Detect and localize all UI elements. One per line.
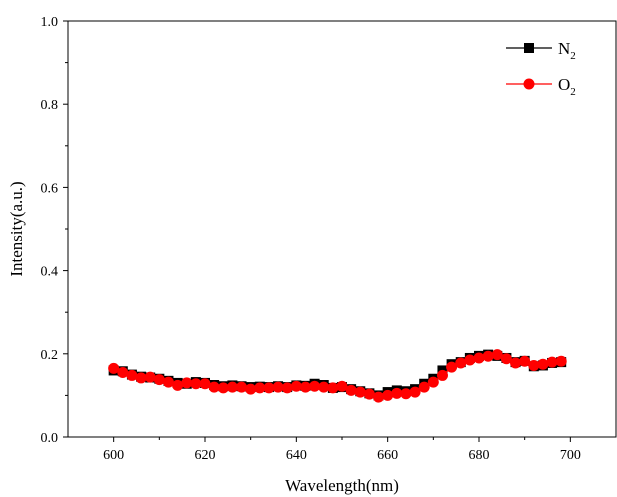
data-point	[144, 371, 156, 383]
data-point	[254, 382, 266, 394]
y-tick-label: 1.0	[41, 15, 59, 30]
data-point	[272, 381, 284, 393]
legend-item: N2	[506, 39, 576, 62]
y-tick-label: 0.6	[41, 181, 59, 196]
data-point	[318, 381, 330, 393]
data-point	[299, 381, 311, 393]
y-tick-label: 0.4	[41, 265, 59, 280]
series-o2	[108, 349, 567, 403]
data-point	[510, 357, 522, 369]
legend-marker	[523, 78, 535, 90]
data-point	[455, 357, 467, 369]
legend-marker	[524, 43, 534, 53]
data-point	[382, 389, 394, 401]
data-point	[400, 388, 412, 400]
data-point	[464, 354, 476, 366]
data-point	[135, 372, 147, 384]
data-point	[537, 358, 549, 370]
data-point	[555, 355, 567, 367]
y-tick-label: 0.0	[41, 431, 59, 446]
data-point	[519, 355, 531, 367]
data-point	[162, 376, 174, 388]
data-point	[491, 349, 503, 361]
data-point	[427, 376, 439, 388]
x-tick-label: 600	[103, 448, 124, 463]
data-point	[354, 386, 366, 398]
x-tick-label: 660	[377, 448, 398, 463]
x-tick-label: 620	[195, 448, 216, 463]
data-point	[482, 350, 494, 362]
data-point	[373, 391, 385, 403]
x-tick-label: 680	[469, 448, 490, 463]
data-point	[327, 382, 339, 394]
data-point	[500, 353, 512, 365]
data-point	[126, 369, 138, 381]
data-point	[336, 380, 348, 392]
data-point	[108, 362, 120, 374]
data-point	[245, 383, 257, 395]
data-point	[391, 387, 403, 399]
data-point	[263, 382, 275, 394]
x-tick-label: 640	[286, 448, 307, 463]
data-point	[181, 377, 193, 389]
data-point	[226, 381, 238, 393]
data-point	[153, 374, 165, 386]
data-point	[363, 388, 375, 400]
data-point	[436, 369, 448, 381]
data-point	[281, 382, 293, 394]
legend-item: O2	[506, 75, 576, 98]
data-point	[546, 356, 558, 368]
data-point	[418, 381, 430, 393]
data-point	[290, 380, 302, 392]
series-group	[108, 349, 567, 403]
data-point	[473, 352, 485, 364]
legend-label: N2	[558, 39, 576, 62]
data-point	[309, 380, 321, 392]
legend: N2 O2	[506, 39, 576, 98]
data-point	[208, 381, 220, 393]
data-point	[172, 379, 184, 391]
data-point	[409, 386, 421, 398]
x-axis-label: Wavelength(nm)	[285, 476, 399, 495]
y-tick-label: 0.8	[41, 98, 59, 113]
data-point	[117, 367, 129, 379]
x-axis: 600 620 640 660 680 700	[103, 437, 581, 463]
data-point	[199, 378, 211, 390]
data-point	[236, 381, 248, 393]
y-axis-label: Intensity(a.u.)	[7, 181, 26, 276]
data-point	[217, 382, 229, 394]
data-point	[528, 359, 540, 371]
legend-label: O2	[558, 75, 576, 98]
y-tick-label: 0.2	[41, 348, 59, 363]
data-point	[446, 361, 458, 373]
x-tick-label: 700	[560, 448, 581, 463]
y-axis: 0.0 0.2 0.4 0.6 0.8 1.0	[41, 15, 68, 446]
data-point	[345, 384, 357, 396]
data-point	[190, 378, 202, 390]
